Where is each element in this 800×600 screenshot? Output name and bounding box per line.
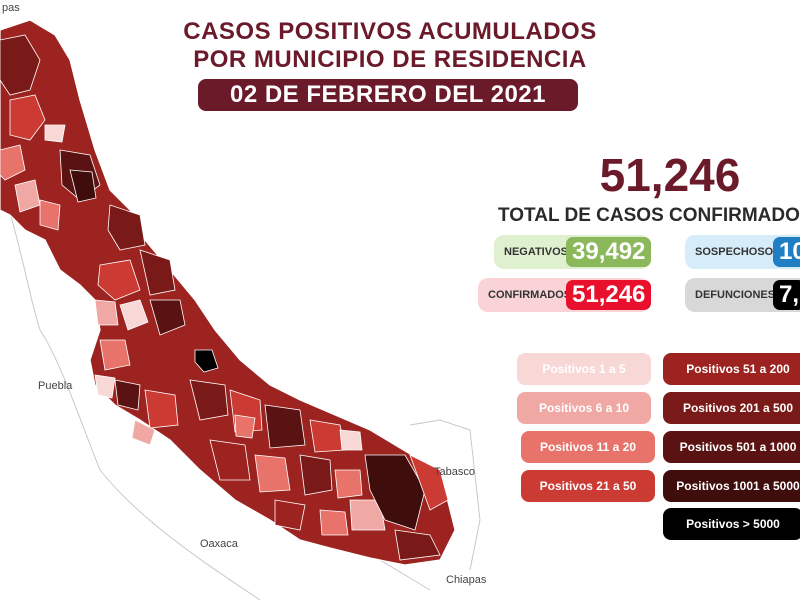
title-line-2: POR MUNICIPIO DE RESIDENCIA — [193, 46, 587, 73]
total-cases: 51,246 — [599, 149, 741, 201]
title-line-1: CASOS POSITIVOS ACUMULADOS — [183, 18, 597, 45]
confirmados-stat: CONFIRMADOS 51,246 — [478, 278, 652, 312]
negativos-stat: NEGATIVOS 39,492 — [494, 235, 652, 269]
legend-item: Positivos 11 a 20 — [521, 431, 655, 463]
legend-item: Positivos 1 a 5 — [517, 353, 651, 385]
legend-item: Positivos 21 a 50 — [521, 470, 655, 502]
sospechosos-stat: SOSPECHOSOS 10 — [685, 235, 800, 269]
defunciones-stat: DEFUNCIONES 7, — [685, 278, 800, 312]
map-label-oaxaca: Oaxaca — [200, 538, 238, 550]
defunciones-value: 7, — [773, 280, 800, 310]
map-label-puebla: Puebla — [38, 380, 73, 392]
legend-item: Positivos 501 a 1000 — [663, 431, 800, 463]
legend-item: Positivos 201 a 500 — [663, 392, 800, 424]
negativos-label: NEGATIVOS — [504, 246, 568, 258]
municipality-patches — [0, 34, 449, 561]
map-label-chiapas: Chiapas — [446, 574, 487, 586]
legend-item: Positivos > 5000 — [663, 508, 800, 540]
sospechosos-label: SOSPECHOSOS — [695, 246, 781, 258]
date-badge: 02 DE FEBRERO DEL 2021 — [198, 79, 578, 111]
total-cases-label: TOTAL DE CASOS CONFIRMADOS — [498, 205, 800, 226]
legend-item: Positivos 51 a 200 — [663, 353, 800, 385]
negativos-value: 39,492 — [566, 237, 652, 267]
legend-item: Positivos 1001 a 5000 — [663, 470, 800, 502]
map-label-tamaulipas: pas — [2, 2, 20, 14]
confirmados-value: 51,246 — [566, 280, 652, 310]
legend-item: Positivos 6 a 10 — [517, 392, 651, 424]
sospechosos-value: 10 — [773, 237, 800, 267]
confirmados-label: CONFIRMADOS — [488, 289, 572, 301]
map-label-tabasco: Tabasco — [434, 466, 475, 478]
defunciones-label: DEFUNCIONES — [695, 289, 776, 301]
